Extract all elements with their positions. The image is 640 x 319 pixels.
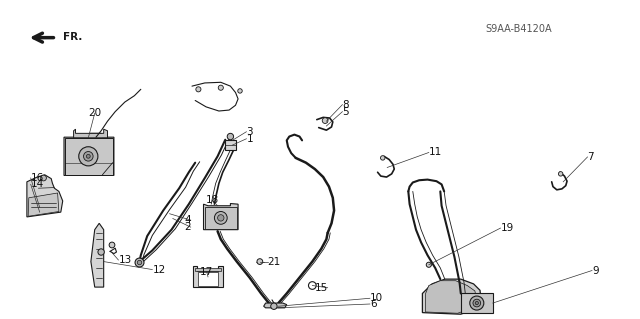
Polygon shape bbox=[193, 266, 223, 287]
Text: 6: 6 bbox=[370, 299, 376, 309]
Polygon shape bbox=[426, 281, 477, 313]
Polygon shape bbox=[461, 293, 493, 313]
Circle shape bbox=[41, 175, 46, 181]
Text: 8: 8 bbox=[342, 100, 349, 110]
Polygon shape bbox=[64, 133, 114, 175]
Text: 1: 1 bbox=[246, 134, 253, 144]
Text: 19: 19 bbox=[500, 223, 514, 233]
Polygon shape bbox=[65, 138, 113, 175]
Circle shape bbox=[473, 299, 481, 307]
Circle shape bbox=[257, 259, 262, 264]
Polygon shape bbox=[225, 140, 236, 150]
Polygon shape bbox=[422, 279, 481, 314]
Polygon shape bbox=[198, 272, 218, 286]
Circle shape bbox=[381, 156, 385, 160]
Circle shape bbox=[214, 211, 227, 224]
Polygon shape bbox=[28, 193, 59, 216]
Circle shape bbox=[109, 242, 115, 248]
Circle shape bbox=[227, 133, 234, 140]
Circle shape bbox=[218, 215, 224, 221]
Polygon shape bbox=[205, 207, 237, 229]
Text: 11: 11 bbox=[429, 147, 442, 158]
Circle shape bbox=[559, 172, 563, 176]
Polygon shape bbox=[204, 204, 238, 230]
Polygon shape bbox=[195, 268, 221, 271]
Polygon shape bbox=[27, 175, 63, 217]
Circle shape bbox=[238, 89, 242, 93]
Text: FR.: FR. bbox=[63, 32, 82, 42]
Circle shape bbox=[470, 296, 484, 310]
Text: 10: 10 bbox=[370, 293, 383, 303]
Circle shape bbox=[98, 249, 104, 255]
Circle shape bbox=[84, 152, 93, 161]
Text: 5: 5 bbox=[342, 107, 349, 117]
Text: 12: 12 bbox=[152, 264, 166, 275]
Circle shape bbox=[218, 85, 223, 90]
Text: 21: 21 bbox=[268, 256, 281, 267]
Text: 9: 9 bbox=[592, 265, 598, 276]
Circle shape bbox=[135, 258, 144, 267]
Text: 15: 15 bbox=[314, 283, 328, 293]
Text: 3: 3 bbox=[246, 127, 253, 137]
Text: S9AA-B4120A: S9AA-B4120A bbox=[485, 24, 552, 34]
Circle shape bbox=[86, 154, 90, 158]
Circle shape bbox=[271, 303, 277, 309]
Text: 18: 18 bbox=[206, 195, 219, 205]
Circle shape bbox=[196, 87, 201, 92]
Circle shape bbox=[426, 262, 431, 267]
Polygon shape bbox=[264, 303, 287, 308]
Polygon shape bbox=[91, 223, 104, 287]
Circle shape bbox=[79, 147, 98, 166]
Text: 7: 7 bbox=[588, 152, 594, 162]
Text: 2: 2 bbox=[184, 222, 191, 232]
Text: 17: 17 bbox=[200, 267, 213, 277]
Circle shape bbox=[138, 260, 141, 265]
Polygon shape bbox=[74, 129, 108, 138]
Text: 14: 14 bbox=[31, 179, 44, 189]
Circle shape bbox=[476, 301, 478, 305]
Text: 4: 4 bbox=[184, 215, 191, 225]
Circle shape bbox=[323, 118, 328, 123]
Text: 20: 20 bbox=[88, 108, 101, 118]
Text: 13: 13 bbox=[118, 255, 132, 265]
Text: 16: 16 bbox=[31, 173, 44, 183]
